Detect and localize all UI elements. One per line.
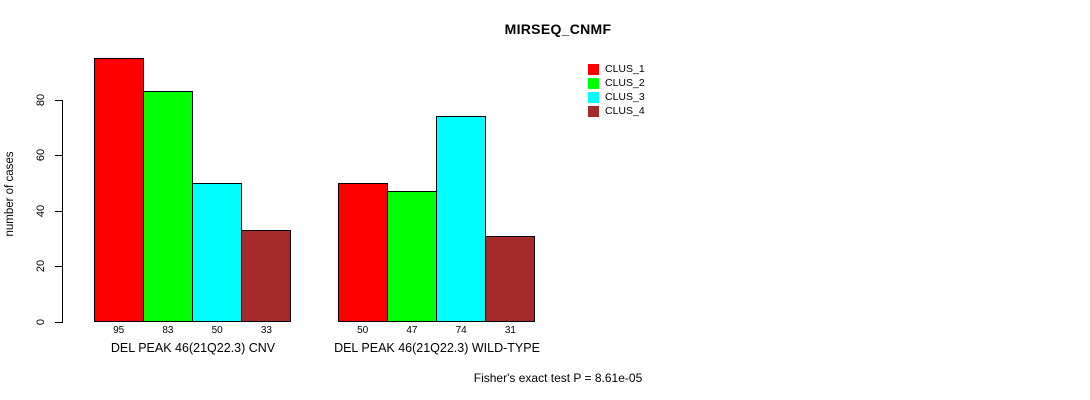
legend-swatch-clus3 [588, 91, 599, 103]
legend-label: CLUS_4 [605, 105, 645, 117]
legend-label: CLUS_3 [605, 91, 645, 103]
bar-cnv-clus1 [94, 58, 144, 322]
value-labels-wildtype: 50 47 74 31 [338, 325, 535, 336]
bar-group-cnv [94, 58, 291, 322]
y-tick-label: 0 [35, 318, 47, 326]
legend-label: CLUS_2 [605, 77, 645, 89]
bar-value-label: 33 [260, 325, 272, 336]
legend: CLUS_1 CLUS_2 CLUS_3 CLUS_4 [588, 62, 645, 118]
bar-cnv-clus2 [143, 91, 193, 322]
y-axis-line [62, 100, 63, 323]
legend-item-clus4: CLUS_4 [588, 104, 645, 118]
bar-value-label: 95 [113, 325, 125, 336]
x-category-label-cnv: DEL PEAK 46(21Q22.3) CNV [110, 341, 276, 355]
legend-item-clus3: CLUS_3 [588, 90, 645, 104]
bar-group-wildtype [338, 116, 535, 322]
bar-cnv-clus3 [192, 183, 242, 322]
bar-cnv-clus4 [241, 230, 291, 322]
y-tick-label: 20 [35, 259, 47, 273]
legend-item-clus2: CLUS_2 [588, 76, 645, 90]
bar-value-label: 83 [162, 325, 174, 336]
bar-value-label: 31 [504, 325, 516, 336]
legend-swatch-clus4 [588, 105, 599, 117]
bar-wildtype-clus2 [387, 191, 437, 322]
y-tick-mark [55, 322, 62, 323]
y-tick-label: 80 [35, 93, 47, 107]
bar-wildtype-clus3 [436, 116, 486, 322]
fisher-test-annotation: Fisher's exact test P = 8.61e-05 [473, 371, 643, 385]
y-tick-label: 60 [35, 148, 47, 162]
value-labels-cnv: 95 83 50 33 [94, 325, 291, 336]
legend-swatch-clus1 [588, 63, 599, 75]
legend-label: CLUS_1 [605, 63, 645, 75]
y-tick-mark [55, 100, 62, 101]
y-tick-label: 40 [35, 204, 47, 218]
bar-wildtype-clus1 [338, 183, 388, 322]
legend-item-clus1: CLUS_1 [588, 62, 645, 76]
bar-value-label: 47 [406, 325, 418, 336]
x-category-label-wildtype: DEL PEAK 46(21Q22.3) WILD-TYPE [334, 341, 540, 355]
y-axis-title: number of cases [4, 151, 16, 237]
y-tick-mark [55, 266, 62, 267]
bar-wildtype-clus4 [485, 236, 535, 322]
y-tick-mark [55, 211, 62, 212]
bar-value-label: 74 [455, 325, 467, 336]
bar-value-label: 50 [211, 325, 223, 336]
y-tick-mark [55, 155, 62, 156]
bar-value-label: 50 [357, 325, 369, 336]
chart-title: MIRSEQ_CNMF [504, 21, 612, 37]
legend-swatch-clus2 [588, 77, 599, 89]
